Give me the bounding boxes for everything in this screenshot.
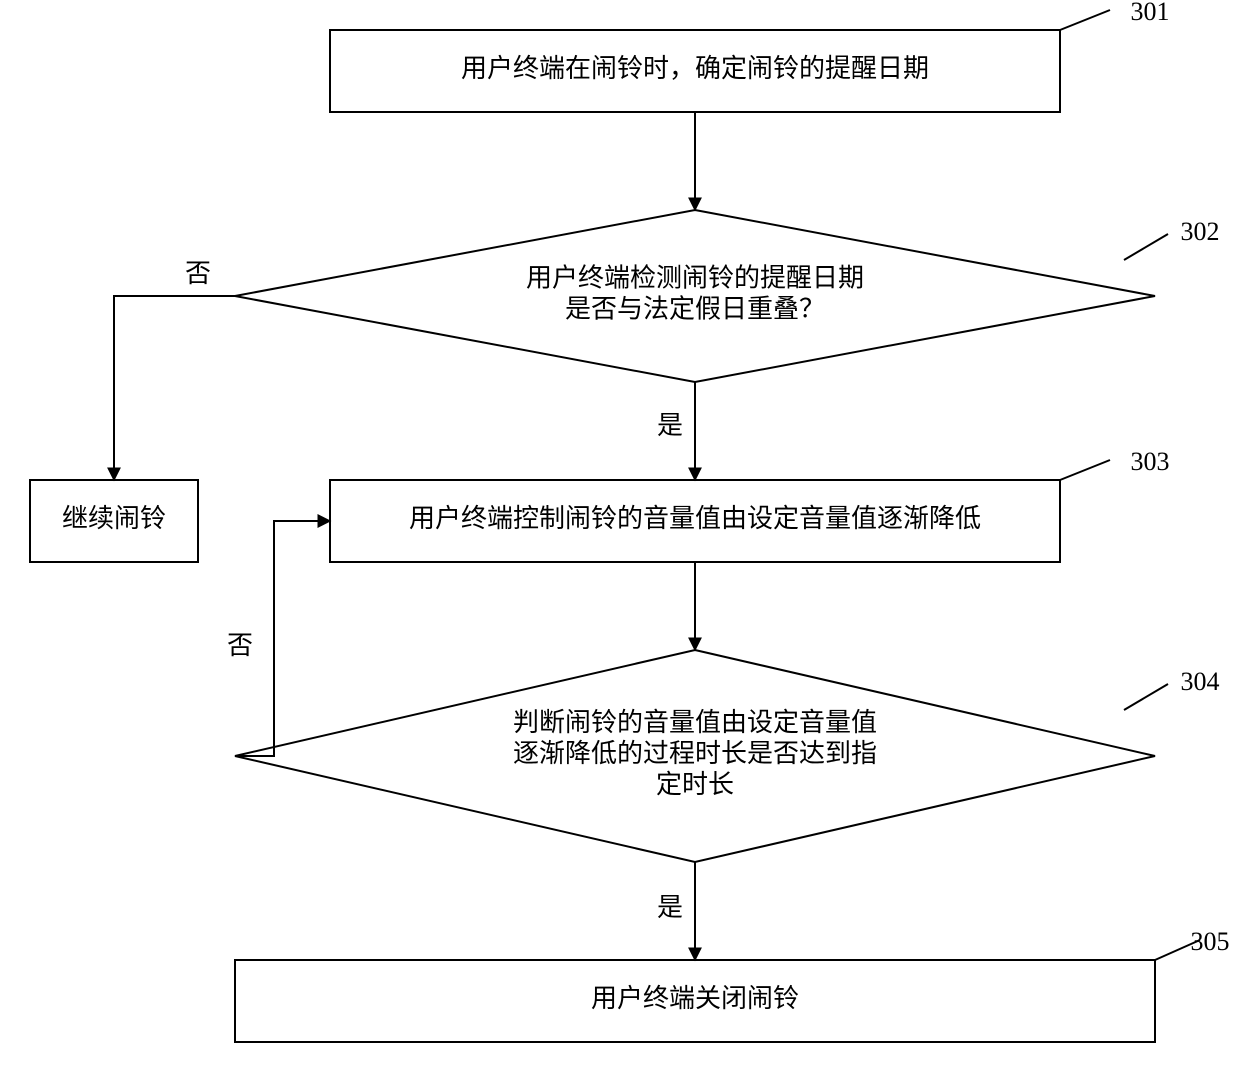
edge-e2: 是 [657,382,695,480]
edge-label: 否 [185,259,211,288]
ref-label: 303 [1131,447,1170,476]
edge-e3: 否 [114,259,235,480]
node-n304: 判断闹铃的音量值由设定音量值逐渐降低的过程时长是否达到指定时长 304 [235,650,1220,862]
edge-label: 否 [227,631,253,660]
flowchart-canvas: 用户终端在闹铃时，确定闹铃的提醒日期 301 用户终端检测闹铃的提醒日期是否与法定假… [0,0,1240,1075]
node-text: 用户终端在闹铃时，确定闹铃的提醒日期 [461,54,929,83]
ref-label: 301 [1131,0,1170,26]
node-text: 定时长 [656,770,734,799]
edge-e6: 否 [227,521,330,756]
node-text: 用户终端检测闹铃的提醒日期 [526,263,864,292]
ref-label: 302 [1181,217,1220,246]
node-n305: 用户终端关闭闹铃 305 [235,927,1230,1042]
node-text: 逐渐降低的过程时长是否达到指 [513,739,877,768]
node-n302: 用户终端检测闹铃的提醒日期是否与法定假日重叠？ 302 [235,210,1220,382]
ref-label: 304 [1181,667,1220,696]
edge-label: 是 [657,893,683,922]
ref-label: 305 [1191,927,1230,956]
edge-label: 是 [657,411,683,440]
node-text: 用户终端控制闹铃的音量值由设定音量值逐渐降低 [409,504,981,533]
node-text: 是否与法定假日重叠？ [565,295,825,324]
edge-e5: 是 [657,862,695,960]
node-n303: 用户终端控制闹铃的音量值由设定音量值逐渐降低 303 [330,447,1170,562]
node-text: 判断闹铃的音量值由设定音量值 [513,708,877,737]
node-text: 继续闹铃 [62,504,166,533]
node-n301: 用户终端在闹铃时，确定闹铃的提醒日期 301 [330,0,1170,112]
node-ncontinue: 继续闹铃 [30,480,198,562]
node-text: 用户终端关闭闹铃 [591,984,799,1013]
